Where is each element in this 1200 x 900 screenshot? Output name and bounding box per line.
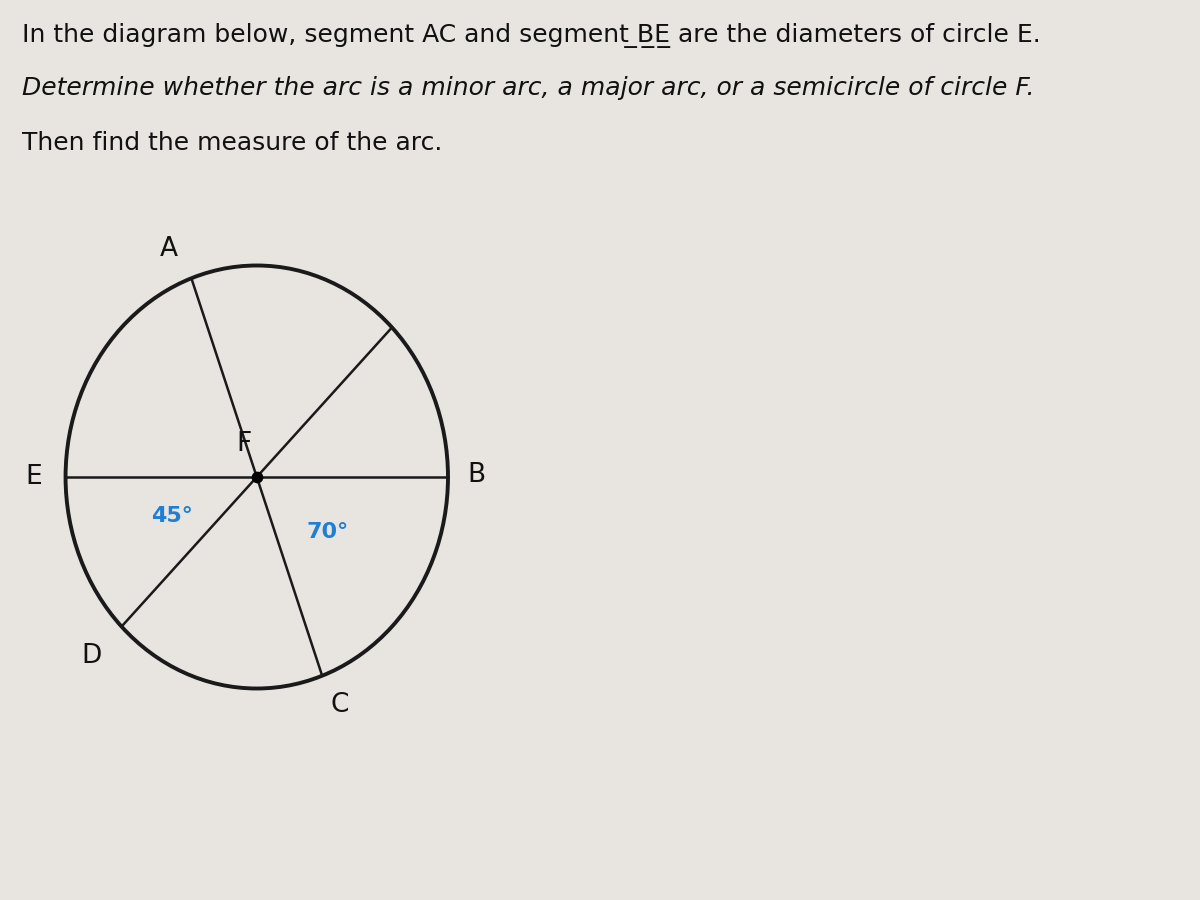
Text: Determine whether the arc is a minor arc, a major arc, or a semicircle of circle: Determine whether the arc is a minor arc… <box>22 76 1034 101</box>
Text: 70°: 70° <box>306 522 348 542</box>
Text: E: E <box>25 464 42 490</box>
Text: 45°: 45° <box>151 506 193 526</box>
Text: F: F <box>236 431 251 457</box>
Text: C: C <box>331 692 349 718</box>
Text: In the diagram below, segment AC and segment ̲B̲E̲ are the diameters of circle E: In the diagram below, segment AC and seg… <box>22 22 1040 48</box>
Text: B: B <box>468 463 486 488</box>
Point <box>247 470 266 484</box>
Text: D: D <box>82 643 102 669</box>
Text: A: A <box>161 236 179 262</box>
Text: Then find the measure of the arc.: Then find the measure of the arc. <box>22 130 443 155</box>
